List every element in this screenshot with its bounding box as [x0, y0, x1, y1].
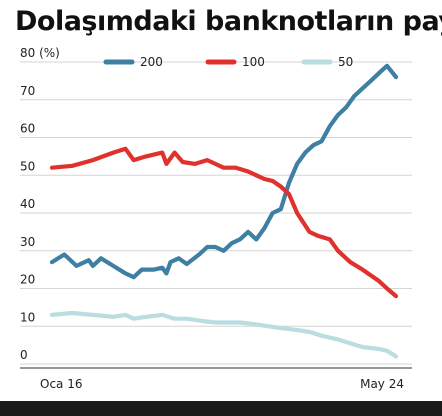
- x-tick-label: May 24: [360, 377, 404, 391]
- series-line-200: [49, 63, 399, 280]
- legend: 200 100 50: [103, 55, 353, 69]
- chart-title: Dolaşımdaki banknotların payı: [15, 6, 442, 37]
- y-tick-label: 10: [20, 310, 35, 324]
- y-axis-ticks: 80 (%) 0 10 20 30 40 50 60 70: [20, 46, 60, 362]
- series-line-100: [49, 146, 399, 299]
- y-tick-label: 40: [20, 197, 35, 211]
- x-axis-ticks: Oca 16 May 24: [40, 377, 404, 391]
- y-tick-label: 60: [20, 122, 35, 136]
- gridlines: [20, 61, 412, 369]
- bottom-rule: [0, 401, 442, 416]
- y-tick-label: 70: [20, 84, 35, 98]
- y-tick-label: 80 (%): [20, 46, 60, 60]
- y-tick-label: 30: [20, 235, 35, 249]
- legend-label-50: 50: [338, 55, 353, 69]
- y-tick-label: 50: [20, 159, 35, 173]
- legend-label-100: 100: [242, 55, 265, 69]
- y-tick-label: 0: [20, 348, 28, 362]
- series-line-50: [49, 310, 399, 359]
- y-tick-label: 20: [20, 273, 35, 287]
- series-lines: [49, 63, 399, 359]
- legend-label-200: 200: [140, 55, 163, 69]
- x-tick-label: Oca 16: [40, 377, 82, 391]
